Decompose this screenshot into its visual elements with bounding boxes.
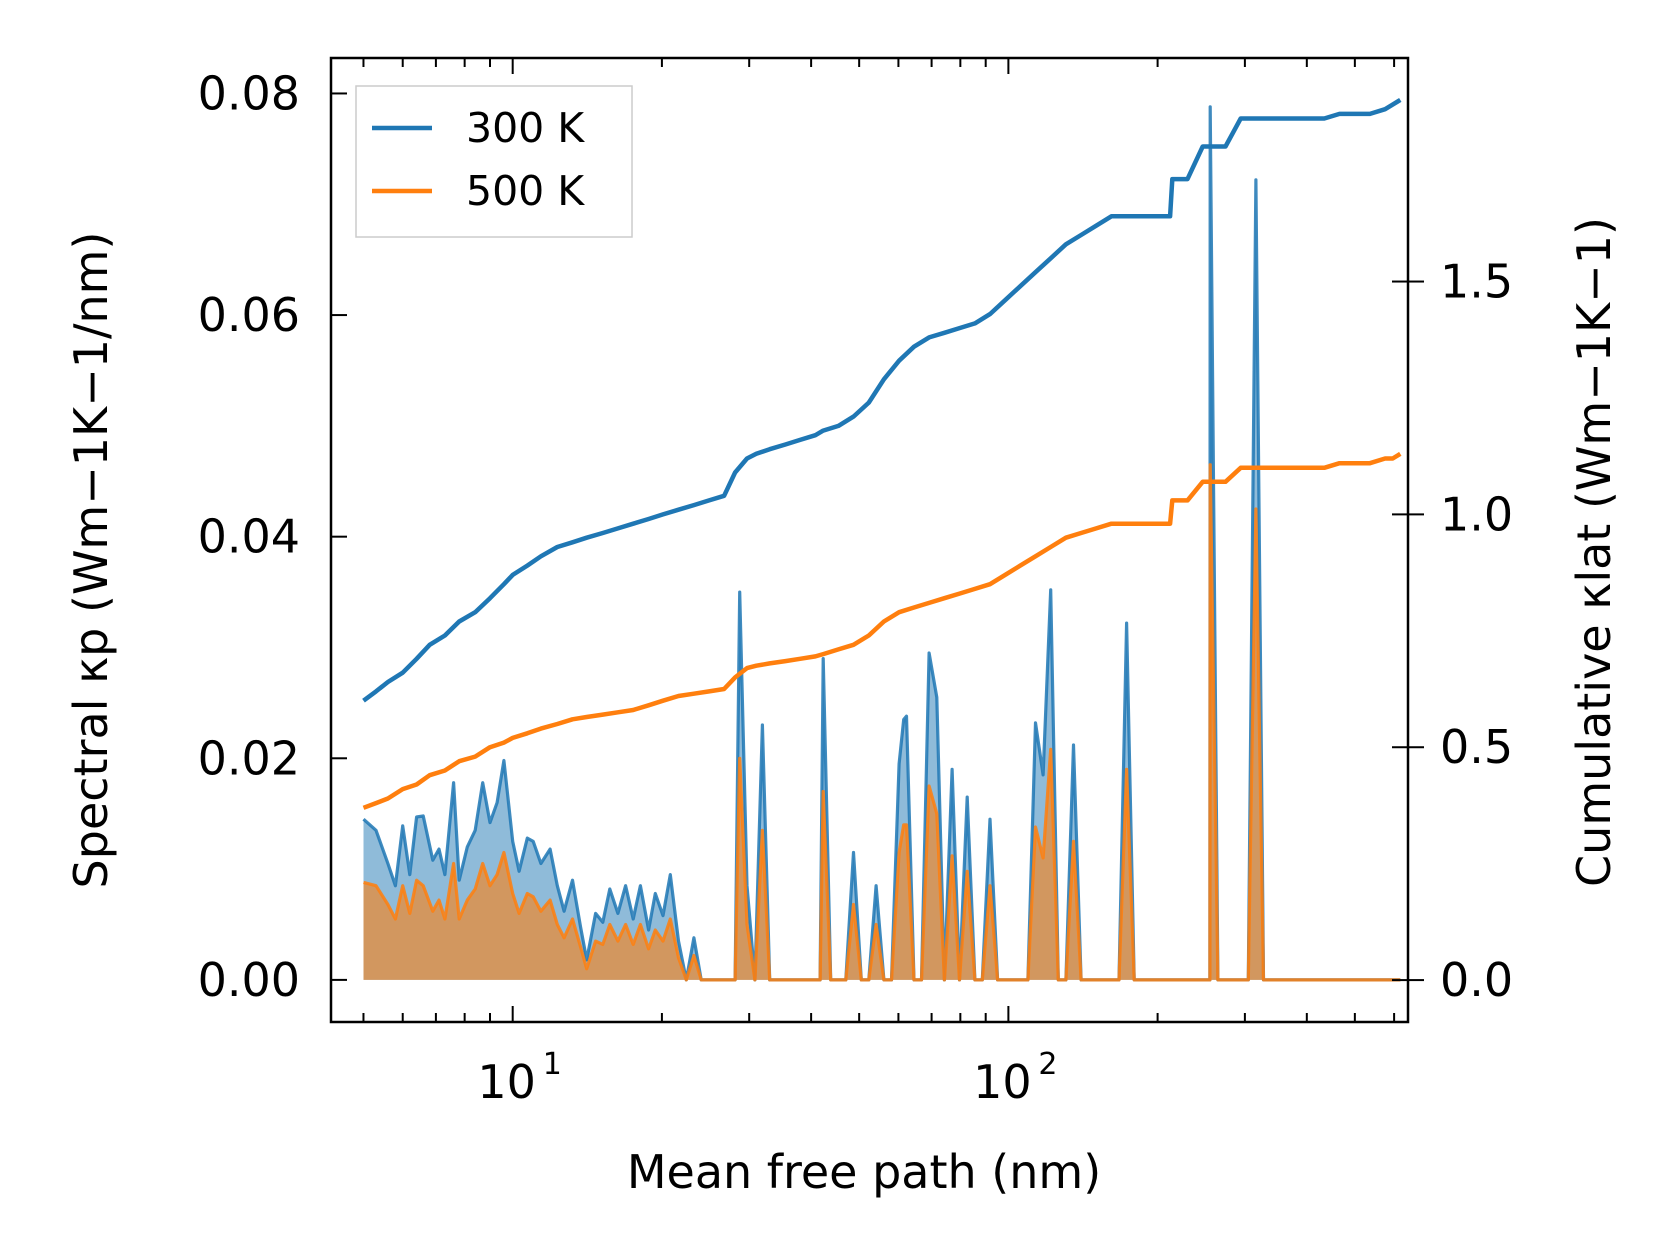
axes-layer: 10 1 10 20.000.020.040.060.080.00.51.01.5 (198, 56, 1513, 1109)
left-y-tick-label: 0.08 (198, 66, 300, 120)
legend-frame (355, 85, 633, 238)
legend-label-300k: 300 K (466, 104, 585, 152)
x-tick-label-exponent: 1 (543, 1047, 562, 1082)
right-y-tick-label: 1.0 (1440, 487, 1513, 541)
x-tick-label-base: 10 (973, 1055, 1032, 1109)
legend-label-500k: 500 K (466, 167, 585, 215)
left-y-tick-label: 0.04 (198, 510, 300, 564)
x-tick-label-base: 10 (477, 1055, 536, 1109)
x-tick-label: 10 (477, 1055, 536, 1109)
right-y-tick-label: 0.5 (1440, 720, 1513, 774)
right-y-tick-label: 1.5 (1440, 255, 1513, 309)
left-y-tick-label: 0.06 (198, 288, 300, 342)
spectral-area-500k (363, 464, 1401, 980)
cumulative-line-300k (362, 97, 1402, 703)
left-y-tick-label: 0.02 (198, 731, 300, 785)
right-y-axis-label: Cumulative κlat (Wm−1K−1) (1567, 217, 1621, 887)
legend: 300 K 500 K (355, 85, 633, 238)
x-tick-label: 10 (973, 1055, 1032, 1109)
plot-layer (362, 97, 1402, 982)
cumulative-line-500k (362, 451, 1402, 810)
x-tick-label-exponent: 2 (1038, 1047, 1057, 1082)
spectral-line-300k (362, 105, 1401, 982)
spectral-area-300k (363, 106, 1401, 980)
right-y-tick-label: 0.0 (1440, 953, 1513, 1007)
left-y-axis-label: Spectral κp (Wm−1K−1/nm) (64, 232, 118, 889)
axes-frame (329, 56, 1410, 1024)
left-y-tick-label: 0.00 (198, 953, 300, 1007)
spectral-line-500k (363, 463, 1401, 982)
x-axis-label: Mean free path (nm) (627, 1145, 1101, 1199)
